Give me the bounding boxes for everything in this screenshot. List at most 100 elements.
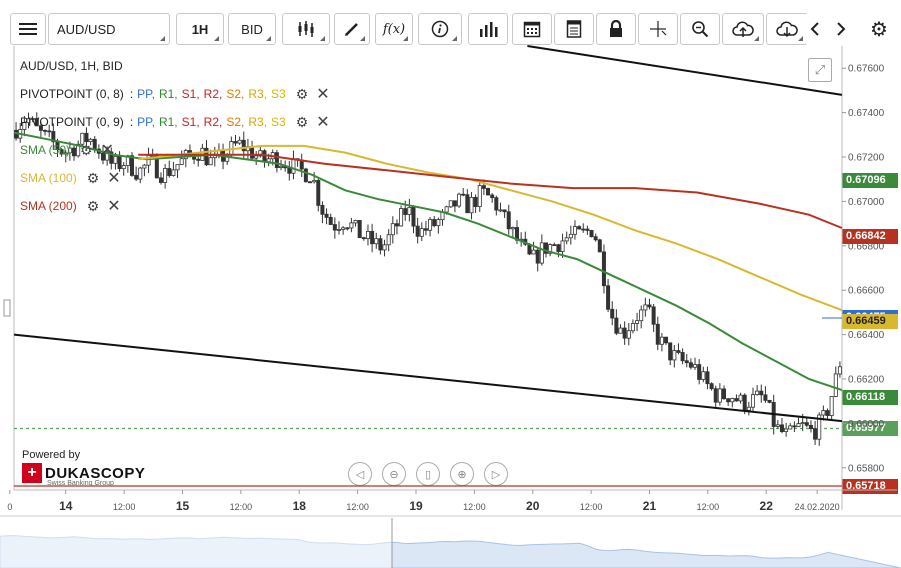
candle-body [543, 242, 548, 254]
pivot-level: S1, [181, 87, 200, 101]
price-tag: 0.66118 [842, 389, 898, 405]
gear-icon[interactable]: ⚙ [86, 169, 100, 186]
x-tick-label: 18 [293, 499, 307, 513]
price-tag: 0.67096 [842, 172, 898, 188]
chevron-left-icon [810, 22, 819, 36]
x-tick-label: 14 [59, 499, 73, 513]
candle-body [506, 211, 511, 230]
timeframe-label: 1H [191, 21, 209, 37]
info-button[interactable] [418, 13, 462, 45]
reset-view-button[interactable]: ▯ [416, 462, 440, 486]
sma-label: SMA (50) [20, 143, 71, 157]
trendline [13, 333, 843, 423]
cloud-download-icon [776, 21, 798, 38]
candle-body [709, 383, 714, 390]
gear-icon: ⚙ [870, 18, 888, 41]
lock-button[interactable] [596, 13, 636, 45]
candle-body [750, 394, 755, 408]
zoom-button[interactable] [680, 13, 720, 45]
close-icon[interactable]: ✕ [316, 114, 330, 131]
fullscreen-button[interactable]: ⤢ [808, 58, 832, 82]
x-tick-label: 12:00 [113, 502, 136, 512]
crosshair-icon [650, 21, 667, 37]
download-button[interactable] [766, 13, 808, 45]
gear-icon[interactable]: ⚙ [80, 141, 93, 158]
timeframe-selector[interactable]: 1H [176, 13, 224, 45]
brand-tagline: Swiss Banking Group [47, 480, 114, 487]
candle-body [357, 219, 362, 239]
dropdown-corner-icon [360, 36, 365, 41]
legend-header: AUD/USD, 1H, BID [20, 52, 330, 80]
navigator-area [0, 535, 901, 568]
candle-body [746, 406, 751, 411]
volume-button[interactable] [468, 13, 508, 45]
close-icon[interactable]: ✕ [100, 142, 114, 159]
scroll-left-button[interactable] [806, 13, 824, 45]
gear-icon[interactable]: ⚙ [86, 197, 100, 214]
candle-body [693, 364, 698, 368]
candle-body [763, 394, 768, 401]
x-tick-label: 22 [760, 499, 774, 513]
pivot-level: S2, [226, 115, 245, 129]
candle-body [428, 219, 433, 231]
y-tick-label: 0.67600 [848, 64, 885, 75]
drawing-tools-button[interactable] [334, 13, 370, 45]
x-tick-label: 12:00 [230, 502, 253, 512]
price-side-selector[interactable]: BID [228, 13, 276, 45]
pivot-separator: : [129, 87, 134, 101]
pivot-level: R3, [248, 87, 268, 101]
x-axis: 0 14 12:00 15 12:00 18 12:00 19 12:00 20 12:00 21 12… [7, 490, 840, 513]
candle-body [647, 304, 652, 308]
candle-body [336, 229, 341, 231]
candle-body [705, 371, 710, 385]
triangle-left-icon: ◁ [355, 468, 365, 481]
candle-body [498, 209, 503, 212]
candle-body [734, 398, 739, 402]
zoom-in-button[interactable]: ⊕ [450, 462, 474, 486]
y-tick-label: 0.67200 [848, 153, 885, 164]
upload-button[interactable] [722, 13, 764, 45]
x-tick-label: 20 [526, 499, 540, 513]
candle-body [821, 410, 826, 416]
candle-body [564, 237, 569, 242]
candle-body [531, 249, 536, 255]
pivot-level: PP, [137, 115, 155, 129]
calendar-button[interactable] [512, 13, 552, 45]
candle-body [457, 193, 462, 207]
price-side-label: BID [241, 21, 263, 37]
nav-back-button[interactable]: ◁ [348, 462, 372, 486]
x-tick-label: 24.02.2020 [795, 502, 840, 512]
candle-body [676, 350, 681, 353]
price-tag: 0.66459 [842, 314, 898, 329]
candle-body [452, 200, 457, 207]
trendline [527, 45, 843, 96]
chart-type-button[interactable] [282, 13, 330, 45]
candle-body [788, 425, 793, 430]
candlestick-icon [298, 21, 314, 37]
menu-button[interactable] [10, 13, 46, 45]
scroll-right-button[interactable] [832, 13, 850, 45]
price-tag: 0.65718 [842, 478, 898, 494]
pivot-level: R3, [248, 115, 268, 129]
nav-forward-button[interactable]: ▷ [484, 462, 508, 486]
candle-body [14, 129, 19, 139]
candle-body [419, 228, 424, 237]
gear-icon[interactable]: ⚙ [295, 85, 309, 102]
crosshair-button[interactable] [638, 13, 678, 45]
candle-body [490, 194, 495, 199]
indicators-button[interactable]: f(x) [375, 13, 413, 45]
close-icon[interactable]: ✕ [107, 170, 121, 187]
navigator-window [0, 518, 392, 568]
close-icon[interactable]: ✕ [107, 198, 121, 215]
chart-legend: AUD/USD, 1H, BID PIVOTPOINT (0, 8): PP, R1… [20, 52, 330, 220]
candle-body [477, 185, 482, 208]
candle-body [481, 185, 486, 189]
candle-body [548, 244, 553, 254]
settings-button[interactable]: ⚙ [864, 13, 894, 45]
symbol-selector[interactable]: AUD/USD [48, 13, 170, 45]
template-button[interactable] [554, 13, 594, 45]
price-tag: 0.65977 [842, 421, 898, 436]
zoom-out-button[interactable]: ⊖ [382, 462, 406, 486]
close-icon[interactable]: ✕ [316, 86, 330, 103]
gear-icon[interactable]: ⚙ [295, 113, 309, 130]
